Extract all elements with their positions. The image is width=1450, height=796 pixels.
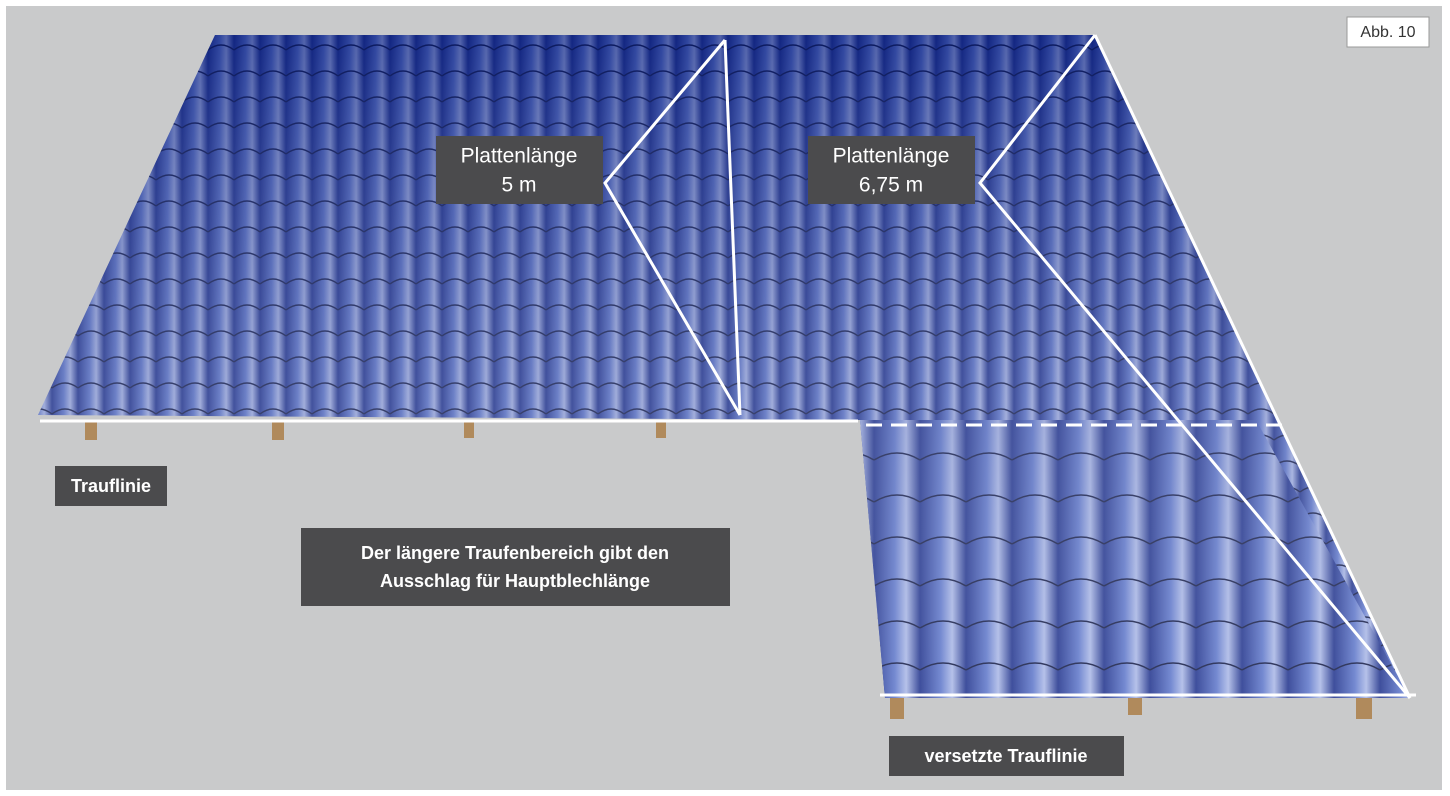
callout-box (436, 136, 603, 204)
measure-lines (40, 34, 1416, 699)
callout-box (808, 136, 975, 204)
label-box (55, 466, 167, 506)
callout-text: Plattenlänge (833, 145, 950, 168)
roof-shading (38, 35, 1410, 698)
offset-eave-label: versetzte Trauflinie (924, 746, 1087, 766)
figure-label-box (1346, 16, 1430, 48)
figure-label: Abb. 10 (1360, 24, 1415, 41)
callout-text: Plattenlänge (461, 145, 578, 168)
callout-text: 6,75 m (859, 174, 923, 197)
label-box (889, 736, 1124, 776)
posts (85, 420, 1372, 719)
eave-label: Trauflinie (71, 476, 151, 496)
callout-text: 5 m (501, 174, 536, 197)
note-label: Ausschlag für Hauptblechlänge (380, 571, 650, 591)
label-box (301, 528, 730, 606)
note-label: Der längere Traufenbereich gibt den (361, 543, 669, 563)
